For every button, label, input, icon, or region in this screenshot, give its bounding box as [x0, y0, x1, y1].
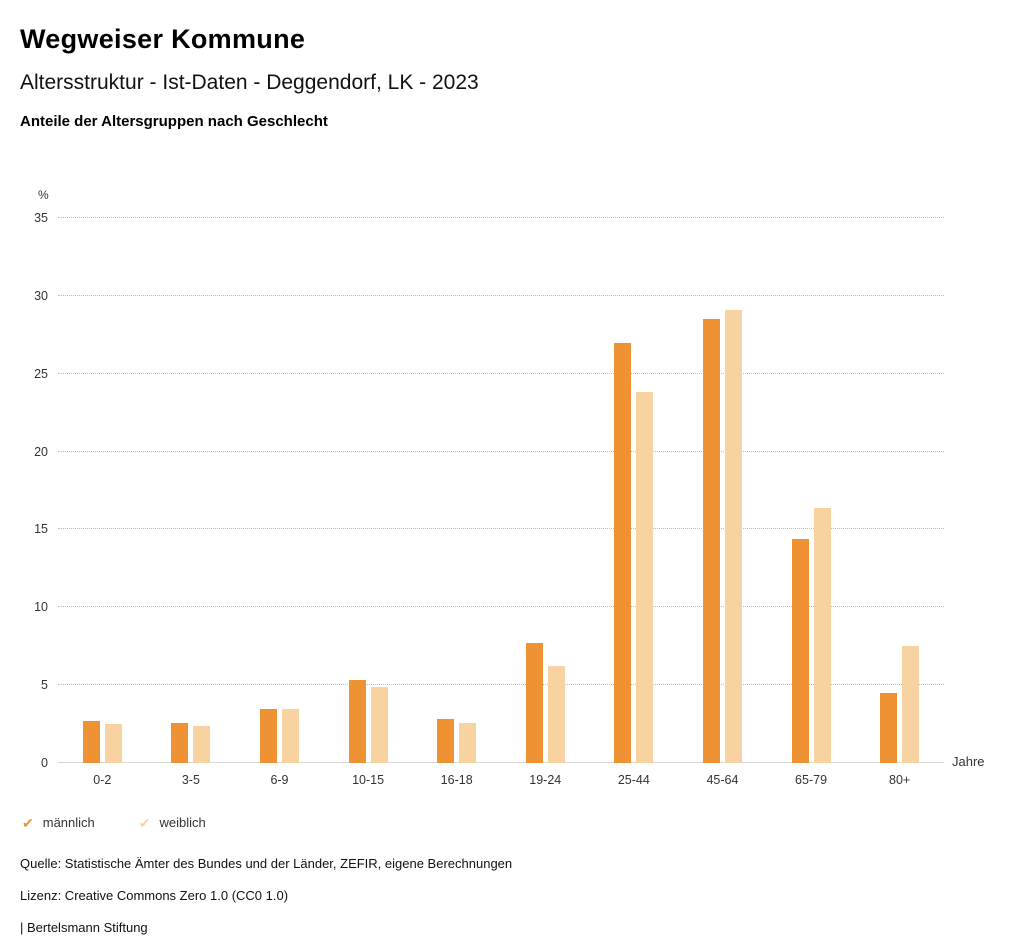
bar-weiblich-6-9: [281, 708, 299, 763]
gridline-30: [58, 294, 944, 296]
bar-weiblich-65-79: [813, 507, 831, 763]
bar-weiblich-19-24: [547, 666, 565, 763]
y-tick-label-30: 30: [34, 288, 48, 303]
bar-weiblich-25-44: [636, 392, 654, 763]
bar-weiblich-16-18: [459, 722, 477, 763]
bar-group-80+: [855, 646, 944, 763]
y-tick-label-25: 25: [34, 366, 48, 381]
y-axis-unit-label: %: [38, 188, 49, 202]
x-tick-label-16-18: 16-18: [440, 773, 473, 787]
y-tick-label-15: 15: [34, 522, 48, 537]
legend-item-weiblich[interactable]: ✔ weiblich: [139, 815, 206, 830]
legend: ✔ männlich ✔ weiblich: [22, 815, 1004, 830]
bar-männlich-3-5: [171, 722, 189, 763]
x-tick-label-0-2: 0-2: [93, 773, 112, 787]
bar-männlich-25-44: [614, 342, 632, 763]
y-tick-label-0: 0: [41, 756, 48, 770]
bar-group-0-2: [58, 720, 147, 763]
bar-group-25-44: [590, 342, 679, 763]
gridline-0: [58, 762, 944, 763]
bar-group-19-24: [501, 643, 590, 763]
x-tick-label-6-9: 6-9: [270, 773, 289, 787]
bar-männlich-19-24: [525, 643, 543, 763]
bar-chart: % 0 5 10 15 20 25 30 35 Jahre 0-2 3-5 6-9 10-15 16-…: [20, 188, 1004, 787]
x-tick-label-80+: 80+: [889, 773, 911, 787]
y-tick-label-20: 20: [34, 444, 48, 459]
gridline-20: [58, 450, 944, 452]
y-tick-label-10: 10: [34, 600, 48, 615]
legend-label: weiblich: [159, 815, 206, 830]
bar-männlich-0-2: [82, 720, 100, 763]
x-tick-label-19-24: 19-24: [529, 773, 562, 787]
y-tick-label-35: 35: [34, 211, 48, 225]
plot-area: % 0 5 10 15 20 25 30 35 Jahre: [34, 188, 984, 770]
bar-weiblich-0-2: [104, 724, 122, 763]
source-text: Quelle: Statistische Ämter des Bundes un…: [20, 856, 513, 871]
bar-group-3-5: [147, 722, 236, 763]
bar-group-10-15: [324, 680, 413, 763]
legend-label: männlich: [42, 815, 95, 830]
bar-group-16-18: [412, 719, 501, 763]
checkmark-icon: ✔: [22, 814, 34, 831]
x-tick-label-45-64: 45-64: [706, 773, 739, 787]
bars-row: [58, 218, 944, 763]
chart-subtitle: Altersstruktur - Ist-Daten - Deggendorf,…: [20, 71, 479, 94]
x-axis-labels: 0-2 3-5 6-9 10-15 16-18 19-24 25-44 45-64 65-79 8…: [58, 773, 944, 787]
gridline-15: [58, 528, 944, 530]
bar-group-6-9: [235, 708, 324, 763]
x-tick-label-65-79: 65-79: [795, 773, 828, 787]
footer: Quelle: Statistische Ämter des Bundes un…: [20, 856, 1004, 935]
bar-group-45-64: [678, 309, 767, 763]
gridline-10: [58, 606, 944, 608]
checkmark-icon: ✔: [138, 814, 151, 831]
bar-weiblich-3-5: [193, 725, 211, 763]
bar-männlich-10-15: [348, 680, 366, 763]
y-tick-label-5: 5: [41, 678, 48, 693]
bar-männlich-45-64: [702, 319, 720, 763]
x-tick-label-10-15: 10-15: [352, 773, 385, 787]
branding-text: | Bertelsmann Stiftung: [20, 920, 148, 935]
bar-weiblich-45-64: [724, 309, 742, 763]
page-title: Wegweiser Kommune: [20, 24, 306, 54]
gridline-25: [58, 372, 944, 374]
bar-männlich-80+: [880, 692, 898, 763]
legend-item-männlich[interactable]: ✔ männlich: [22, 815, 95, 830]
bar-group-65-79: [767, 507, 856, 763]
bar-weiblich-10-15: [370, 686, 388, 763]
x-axis-unit-label: Jahre: [952, 754, 985, 769]
x-tick-label-25-44: 25-44: [617, 773, 650, 787]
bar-weiblich-80+: [902, 646, 920, 763]
bar-männlich-65-79: [791, 538, 809, 763]
x-tick-label-3-5: 3-5: [181, 773, 200, 787]
chart-heading: Anteile der Altersgruppen nach Geschlech…: [20, 113, 328, 130]
bar-männlich-16-18: [437, 719, 455, 763]
license-text: Lizenz: Creative Commons Zero 1.0 (CC0 1…: [20, 888, 289, 903]
gridline-35: [58, 217, 944, 218]
gridline-5: [58, 684, 944, 686]
bar-männlich-6-9: [259, 708, 277, 763]
